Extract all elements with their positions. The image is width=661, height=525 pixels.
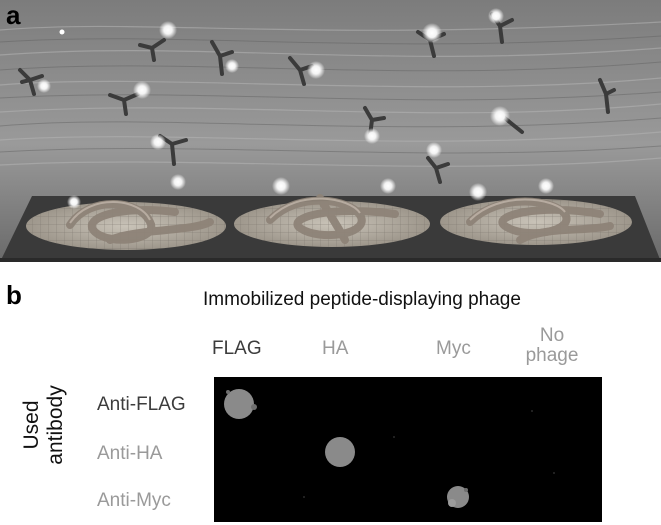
column-label-flag: FLAG: [212, 338, 262, 359]
column-label-myc: Myc: [436, 338, 471, 359]
background-speckles: [303, 410, 555, 498]
panel-a-label: a: [6, 0, 21, 30]
panel-b-label: b: [6, 280, 22, 310]
panel-b-heading: Immobilized peptide-displaying phage: [203, 289, 521, 310]
row-label-anti-myc: Anti-Myc: [97, 490, 171, 511]
column-label-ha: HA: [322, 338, 349, 359]
antibody-binding-illustration: [0, 0, 661, 262]
blot-spot-flag-flag: [224, 389, 257, 419]
side-label-line1: Used: [20, 400, 43, 450]
blot-spot-ha-ha: [325, 437, 355, 467]
row-label-anti-flag: Anti-FLAG: [97, 394, 186, 415]
membrane-background: [214, 377, 602, 522]
column-label-no-phage-line2: phage: [525, 345, 579, 366]
column-label-no-phage-line1: No: [539, 325, 565, 346]
used-antibody-axis-label: Used antibody: [20, 355, 76, 495]
side-label-line2: antibody: [44, 385, 67, 465]
dot-blot-membrane: [214, 377, 602, 522]
blot-spot-myc-myc: [447, 486, 469, 508]
column-label-no-phage: No phage: [520, 326, 584, 366]
row-label-anti-ha: Anti-HA: [97, 443, 163, 464]
